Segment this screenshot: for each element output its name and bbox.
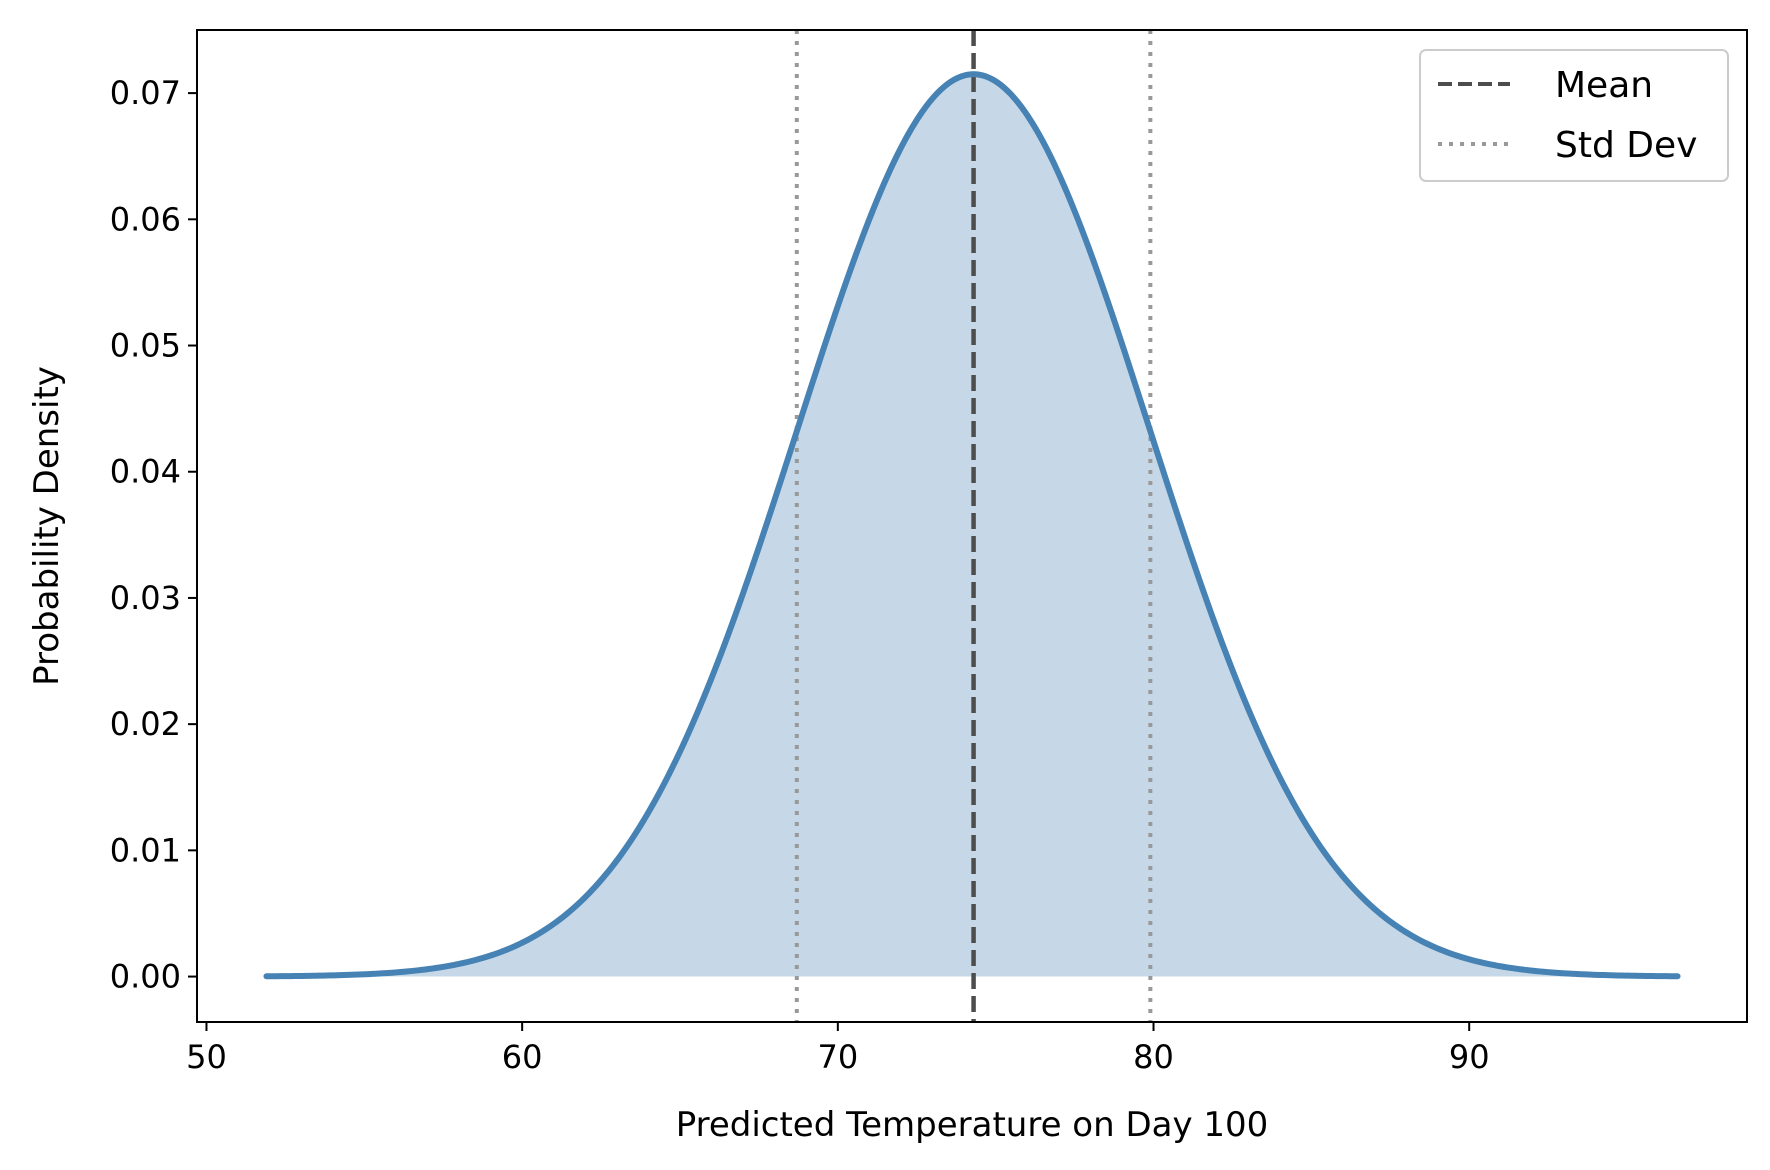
y-tick-label: 0.06 <box>110 200 181 238</box>
y-tick-label: 0.01 <box>110 831 181 869</box>
y-tick-label: 0.03 <box>110 579 181 617</box>
y-axis: 0.00 0.01 0.02 0.03 0.04 0.05 0.06 0.07 <box>110 74 197 996</box>
y-tick-label: 0.04 <box>110 453 181 491</box>
x-tick-label: 90 <box>1449 1038 1490 1076</box>
plot-area <box>263 30 1681 1022</box>
y-axis-label: Probability Density <box>27 366 67 686</box>
x-tick-label: 70 <box>817 1038 858 1076</box>
legend-std-dev-label: Std Dev <box>1555 125 1697 166</box>
x-tick-label: 80 <box>1133 1038 1174 1076</box>
legend: Mean Std Dev <box>1419 49 1729 182</box>
y-tick-label: 0.00 <box>110 958 181 996</box>
axes-frame <box>196 29 1748 1023</box>
x-axis: 50 60 70 80 90 <box>186 1022 1490 1076</box>
x-tick-label: 50 <box>186 1038 227 1076</box>
y-tick-label: 0.05 <box>110 327 181 365</box>
x-tick-label: 60 <box>502 1038 543 1076</box>
x-axis-label: Predicted Temperature on Day 100 <box>676 1105 1269 1145</box>
legend-mean-label: Mean <box>1555 65 1653 106</box>
density-curve <box>263 71 1681 980</box>
y-tick-label: 0.02 <box>110 705 181 743</box>
legend-box <box>1419 49 1729 182</box>
y-tick-label: 0.07 <box>110 74 181 112</box>
